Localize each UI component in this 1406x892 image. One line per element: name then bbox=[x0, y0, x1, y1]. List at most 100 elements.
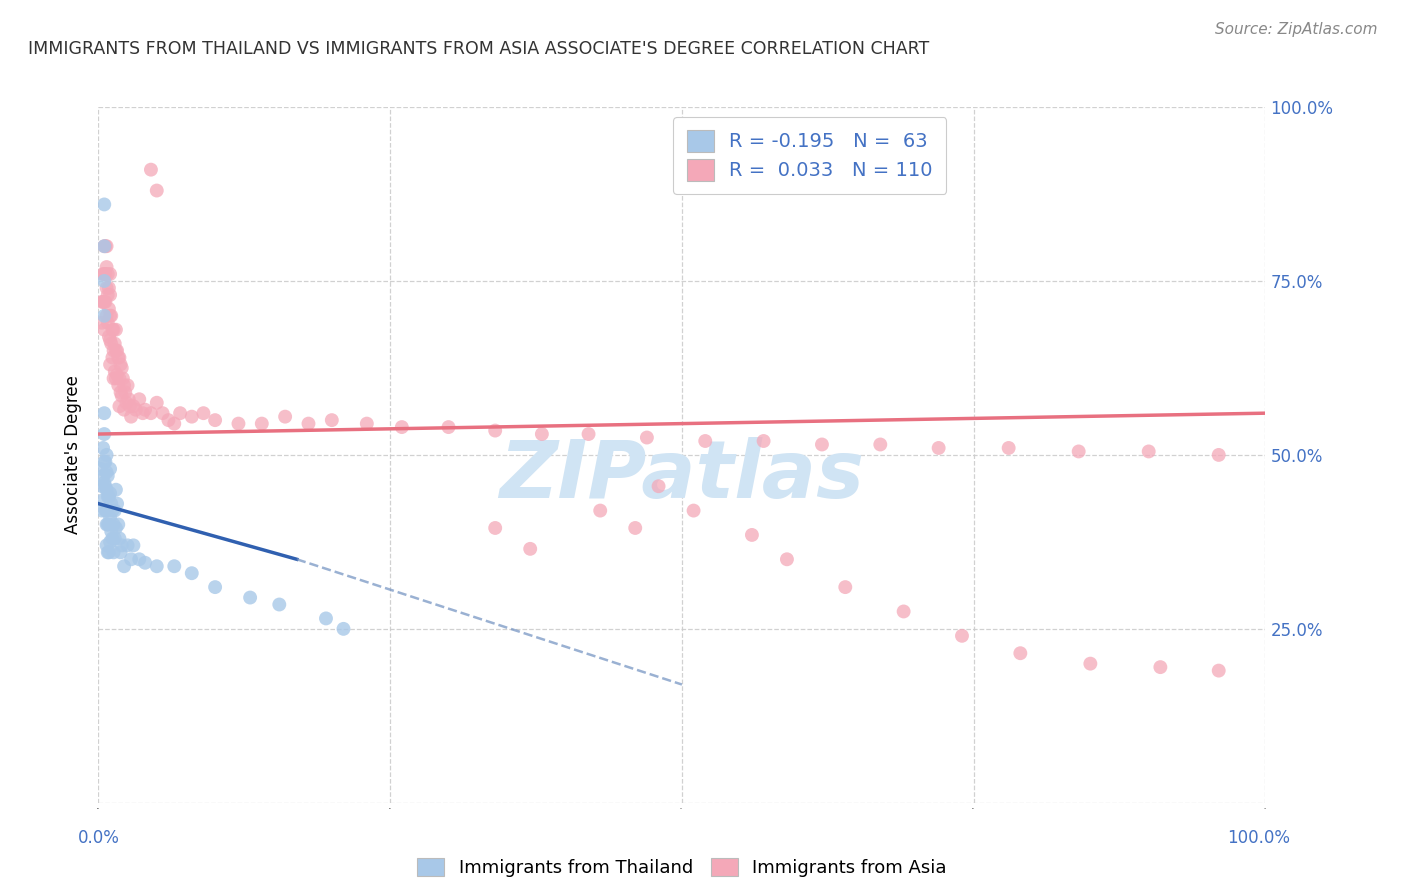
Point bbox=[107, 378, 129, 392]
Point bbox=[97, 288, 120, 302]
Point bbox=[104, 343, 127, 358]
Point bbox=[1137, 444, 1160, 458]
Point bbox=[869, 437, 891, 451]
Point bbox=[94, 503, 117, 517]
Point bbox=[146, 184, 169, 198]
Point bbox=[193, 406, 215, 420]
Point bbox=[1208, 448, 1230, 462]
Point bbox=[104, 364, 127, 378]
Point bbox=[134, 402, 156, 417]
Point bbox=[91, 267, 114, 281]
Point bbox=[93, 309, 115, 323]
Point bbox=[98, 288, 121, 302]
Point bbox=[91, 468, 114, 483]
Point bbox=[93, 475, 115, 490]
Point bbox=[97, 281, 120, 295]
Point bbox=[111, 538, 134, 552]
Point bbox=[96, 309, 118, 323]
Point bbox=[120, 552, 142, 566]
Point bbox=[104, 532, 127, 546]
Text: IMMIGRANTS FROM THAILAND VS IMMIGRANTS FROM ASIA ASSOCIATE'S DEGREE CORRELATION : IMMIGRANTS FROM THAILAND VS IMMIGRANTS F… bbox=[28, 40, 929, 58]
Point bbox=[112, 559, 135, 574]
Point bbox=[928, 441, 950, 455]
Point bbox=[297, 417, 319, 431]
Point bbox=[204, 413, 226, 427]
Point bbox=[93, 455, 115, 469]
Point bbox=[997, 441, 1019, 455]
Point bbox=[101, 503, 124, 517]
Point bbox=[104, 336, 127, 351]
Point bbox=[98, 309, 121, 323]
Point bbox=[134, 556, 156, 570]
Point bbox=[811, 437, 834, 451]
Point bbox=[146, 559, 169, 574]
Point bbox=[163, 417, 186, 431]
Point bbox=[110, 358, 132, 372]
Point bbox=[152, 406, 174, 420]
Point bbox=[356, 417, 378, 431]
Point bbox=[104, 483, 127, 497]
Y-axis label: Associate's Degree: Associate's Degree bbox=[65, 376, 83, 534]
Point bbox=[893, 605, 915, 619]
Point bbox=[104, 371, 127, 385]
Point bbox=[484, 424, 506, 438]
Point bbox=[93, 294, 115, 309]
Point bbox=[96, 503, 118, 517]
Point bbox=[98, 510, 121, 524]
Point bbox=[239, 591, 262, 605]
Point bbox=[1149, 660, 1171, 674]
Point bbox=[96, 483, 118, 497]
Point bbox=[776, 552, 799, 566]
Point bbox=[111, 371, 134, 385]
Point bbox=[519, 541, 541, 556]
Point bbox=[105, 497, 128, 511]
Point bbox=[484, 521, 506, 535]
Point bbox=[93, 197, 115, 211]
Point bbox=[108, 532, 131, 546]
Point bbox=[117, 538, 139, 552]
Point bbox=[93, 274, 115, 288]
Point bbox=[103, 343, 125, 358]
Point bbox=[96, 466, 118, 480]
Point bbox=[97, 490, 120, 504]
Point bbox=[163, 559, 186, 574]
Point bbox=[1010, 646, 1032, 660]
Point bbox=[114, 385, 136, 400]
Point bbox=[98, 333, 121, 347]
Point bbox=[93, 427, 115, 442]
Point bbox=[103, 517, 125, 532]
Point bbox=[108, 351, 131, 365]
Point bbox=[695, 434, 717, 448]
Point bbox=[125, 402, 148, 417]
Point bbox=[97, 468, 120, 483]
Point bbox=[90, 462, 112, 476]
Legend: Immigrants from Thailand, Immigrants from Asia: Immigrants from Thailand, Immigrants fro… bbox=[409, 850, 955, 884]
Point bbox=[132, 406, 155, 420]
Point bbox=[97, 329, 120, 343]
Point bbox=[94, 479, 117, 493]
Point bbox=[96, 538, 118, 552]
Point bbox=[101, 323, 124, 337]
Point bbox=[180, 566, 202, 581]
Point bbox=[96, 281, 118, 295]
Point bbox=[228, 417, 250, 431]
Point bbox=[437, 420, 460, 434]
Point bbox=[391, 420, 413, 434]
Point bbox=[111, 389, 134, 403]
Point bbox=[108, 371, 131, 385]
Point bbox=[578, 427, 600, 442]
Point bbox=[101, 532, 124, 546]
Point bbox=[90, 294, 112, 309]
Point bbox=[100, 524, 122, 539]
Point bbox=[103, 371, 125, 385]
Point bbox=[96, 448, 118, 462]
Point bbox=[104, 323, 127, 337]
Point bbox=[96, 517, 118, 532]
Point bbox=[1067, 444, 1090, 458]
Point bbox=[98, 534, 121, 549]
Point bbox=[103, 323, 125, 337]
Text: 100.0%: 100.0% bbox=[1227, 829, 1289, 847]
Point bbox=[98, 267, 121, 281]
Point bbox=[97, 545, 120, 559]
Point bbox=[157, 413, 180, 427]
